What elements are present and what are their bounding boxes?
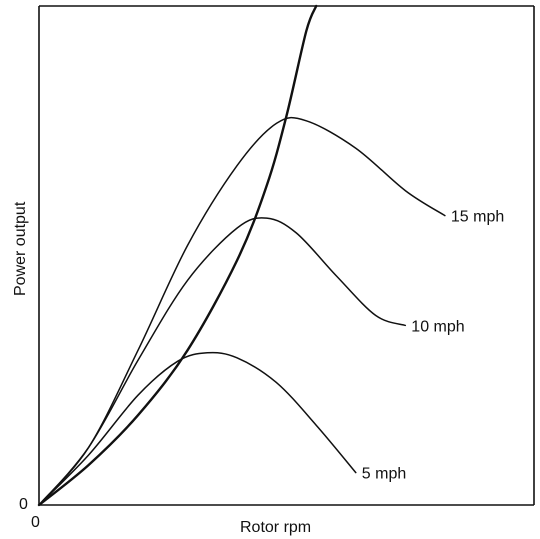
series-label-5-mph: 5 mph	[362, 466, 406, 483]
series-layer	[37, 4, 446, 507]
y-tick-label-0: 0	[19, 496, 28, 513]
y-axis-label: Power output	[12, 201, 29, 296]
series-label-10-mph: 10 mph	[411, 318, 464, 335]
label-layer: 5 mph 10 mph 15 mph	[362, 209, 504, 483]
x-axis-label: Rotor rpm	[240, 519, 311, 536]
x-tick-label-0: 0	[31, 514, 40, 531]
series-line-5-mph	[38, 351, 357, 506]
series-line-10-mph	[38, 217, 407, 506]
series-line-15-mph	[38, 116, 446, 506]
series-label-15-mph: 15 mph	[451, 209, 504, 226]
series-line-load	[37, 4, 318, 507]
